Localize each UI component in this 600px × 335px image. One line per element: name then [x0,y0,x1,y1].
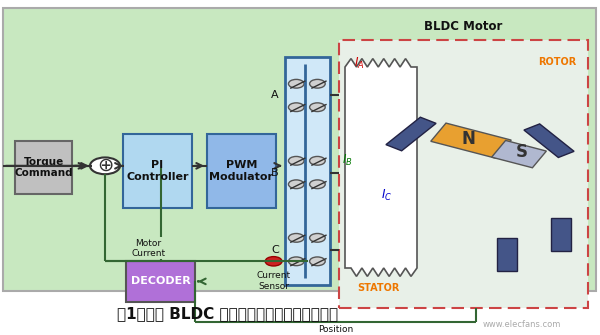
Bar [524,124,574,157]
Text: S: S [516,143,528,161]
Bar [431,123,511,158]
Circle shape [289,79,304,88]
Text: N: N [461,130,475,148]
Circle shape [310,79,325,88]
Text: $I_C$: $I_C$ [381,188,392,203]
Text: $I_B$: $I_B$ [342,153,353,169]
Circle shape [310,257,325,266]
Circle shape [310,233,325,242]
Circle shape [289,257,304,266]
Circle shape [310,156,325,165]
Circle shape [310,103,325,112]
Text: ROTOR: ROTOR [538,57,576,67]
Text: PI
Controller: PI Controller [126,160,189,182]
Circle shape [289,180,304,189]
Text: 图1：用于 BLDC 电机的梯形控制器的简化框图: 图1：用于 BLDC 电机的梯形控制器的简化框图 [118,306,338,321]
Text: B: B [271,168,279,178]
Circle shape [90,157,120,174]
Circle shape [289,103,304,112]
Bar [123,134,192,208]
Text: Current
Sensor: Current Sensor [257,271,290,291]
Bar [15,141,72,194]
Polygon shape [345,59,417,276]
Text: Motor
Current: Motor Current [131,239,166,258]
Bar [3,8,596,291]
Bar [491,140,547,168]
Text: DECODER: DECODER [131,276,190,286]
Bar [285,57,330,285]
Circle shape [310,180,325,189]
Text: A: A [271,90,279,100]
Text: PWM
Modulator: PWM Modulator [209,160,274,182]
Text: C: C [271,245,279,255]
Text: $I_A$: $I_A$ [354,56,365,71]
Text: Position
Sensor: Position Sensor [318,325,353,335]
Circle shape [289,233,304,242]
Bar [207,134,276,208]
Bar [339,40,588,308]
Text: www.elecfans.com: www.elecfans.com [483,321,561,329]
Text: Torque
Command: Torque Command [14,157,73,178]
Bar [386,117,436,151]
Circle shape [289,156,304,165]
Circle shape [265,257,282,266]
Bar [551,218,571,251]
Text: ⊕: ⊕ [97,156,113,175]
Text: STATOR: STATOR [357,283,399,293]
Text: BLDC Motor: BLDC Motor [424,20,503,34]
Bar [497,238,517,271]
Bar [126,261,195,302]
